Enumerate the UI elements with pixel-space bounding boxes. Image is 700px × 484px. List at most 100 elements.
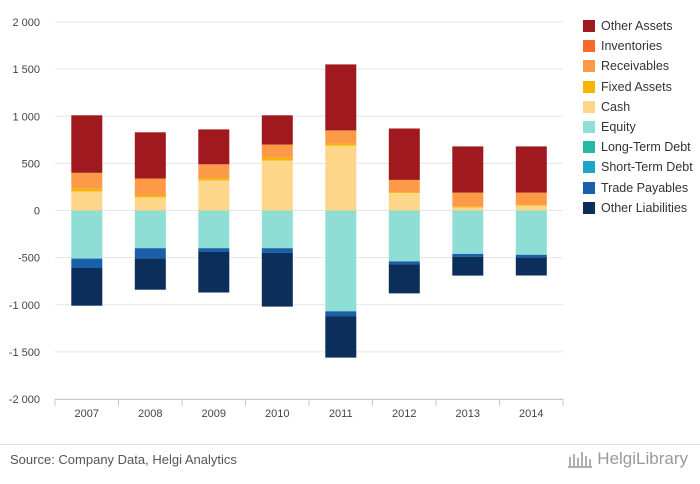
bar-segment-other-liabilities-2010 [261,252,293,307]
brand-name: HelgiLibrary [597,449,688,468]
legend-item-long-term-debt[interactable]: Long-Term Debt [583,137,693,157]
legend-label: Inventories [601,39,663,54]
legend-label: Trade Payables [601,180,689,195]
x-tick-label: 2010 [265,408,289,420]
bar-segment-other-liabilities-2009 [198,252,230,293]
bar-segment-equity-2009 [198,210,230,249]
bar-segment-fixed-assets-2012 [388,192,420,193]
bar-segment-equity-2007 [71,210,103,259]
legend-label: Receivables [601,59,670,74]
bar-segment-equity-2014 [515,210,547,255]
x-tick-label: 2013 [456,408,480,420]
legend-item-cash[interactable]: Cash [583,97,693,117]
bar-segment-fixed-assets-2007 [71,188,103,192]
bar-segment-fixed-assets-2014 [515,204,547,206]
bar-segment-equity-2013 [452,210,484,254]
bar-segment-receivables-2008 [134,178,166,196]
bar-segment-fixed-assets-2009 [198,178,230,181]
bar-segment-fixed-assets-2011 [325,143,357,146]
footer: Source: Company Data, Helgi Analytics He… [0,444,700,484]
bar-segment-other-assets-2011 [325,64,357,131]
bar-segment-trade-payables-2011 [325,311,357,316]
y-tick-label: -1 500 [9,347,40,359]
bar-segment-fixed-assets-2010 [261,157,293,161]
x-tick-label: 2008 [138,408,162,420]
bar-segment-trade-payables-2014 [515,254,547,258]
legend-label: Short-Term Debt [601,160,693,175]
bar-segment-trade-payables-2009 [198,248,230,252]
x-tick-label: 2011 [329,408,353,420]
bar-segment-other-assets-2010 [261,115,293,145]
bar-segment-receivables-2007 [71,172,103,189]
bar-segment-other-assets-2007 [71,115,103,173]
y-tick-label: 1 500 [12,64,40,76]
legend-item-receivables[interactable]: Receivables [583,56,693,76]
bar-segment-receivables-2009 [198,164,230,179]
legend-swatch [583,80,595,93]
y-tick-label: -2 000 [9,394,40,406]
bar-segment-other-assets-2013 [452,146,484,193]
chart-legend: Other Assets Inventories Receivables Fixed … [583,16,693,218]
bar-segment-equity-2011 [325,210,357,312]
bar-segment-cash-2013 [452,207,484,211]
bar-segment-trade-payables-2013 [452,253,484,257]
bar-segment-equity-2008 [134,210,166,249]
bar-segment-other-liabilities-2012 [388,264,420,294]
bar-segment-other-assets-2008 [134,132,166,179]
library-icon [568,452,593,468]
y-tick-label: 2 000 [12,17,40,29]
brand-logo: HelgiLibrary [567,449,688,469]
legend-swatch [583,181,595,194]
x-tick-label: 2007 [75,408,99,420]
bar-segment-trade-payables-2008 [134,248,166,259]
legend-swatch [583,161,595,174]
bar-segment-cash-2007 [71,191,103,211]
x-tick-label: 2009 [202,408,226,420]
x-tick-label: 2012 [392,408,416,420]
bar-segment-receivables-2010 [261,144,293,158]
legend-item-other-liabilities[interactable]: Other Liabilities [583,198,693,218]
bar-segment-receivables-2011 [325,130,357,144]
legend-swatch [583,100,595,113]
bar-segment-cash-2014 [515,205,547,211]
legend-swatch [583,141,595,154]
legend-item-inventories[interactable]: Inventories [583,36,693,56]
bar-segment-other-liabilities-2013 [452,256,484,276]
bar-segment-cash-2012 [388,193,420,211]
bar-segment-equity-2012 [388,210,420,262]
bar-segment-trade-payables-2012 [388,261,420,265]
y-tick-label: -500 [18,253,40,265]
legend-swatch [583,121,595,134]
bar-segment-fixed-assets-2008 [134,195,166,198]
bar-segment-receivables-2012 [388,179,420,193]
legend-item-trade-payables[interactable]: Trade Payables [583,178,693,198]
legend-label: Equity [601,120,636,135]
bar-segment-cash-2011 [325,145,357,211]
bar-segment-fixed-assets-2013 [452,206,484,208]
legend-label: Cash [601,99,631,114]
legend-label: Fixed Assets [601,79,672,94]
y-tick-label: -1 000 [9,300,40,312]
y-tick-label: 1 000 [12,111,40,123]
bar-segment-other-liabilities-2011 [325,316,357,358]
bar-segment-other-liabilities-2007 [71,268,103,306]
bar-segment-equity-2010 [261,210,293,249]
legend-swatch [583,20,595,33]
y-tick-label: 0 [34,206,40,218]
legend-label: Other Assets [601,19,673,34]
bar-segment-cash-2009 [198,180,230,211]
legend-swatch [583,60,595,73]
legend-label: Other Liabilities [601,200,688,215]
bar-segment-trade-payables-2010 [261,248,293,253]
x-tick-label: 2014 [519,408,543,420]
bar-segment-cash-2008 [134,197,166,211]
bar-segment-other-assets-2009 [198,129,230,165]
source-note: Source: Company Data, Helgi Analytics [10,452,237,467]
legend-item-short-term-debt[interactable]: Short-Term Debt [583,157,693,177]
y-tick-label: 500 [22,158,40,170]
bar-segment-other-liabilities-2014 [515,257,547,276]
legend-item-equity[interactable]: Equity [583,117,693,137]
legend-item-fixed-assets[interactable]: Fixed Assets [583,77,693,97]
legend-item-other-assets[interactable]: Other Assets [583,16,693,36]
legend-label: Long-Term Debt [601,140,691,155]
